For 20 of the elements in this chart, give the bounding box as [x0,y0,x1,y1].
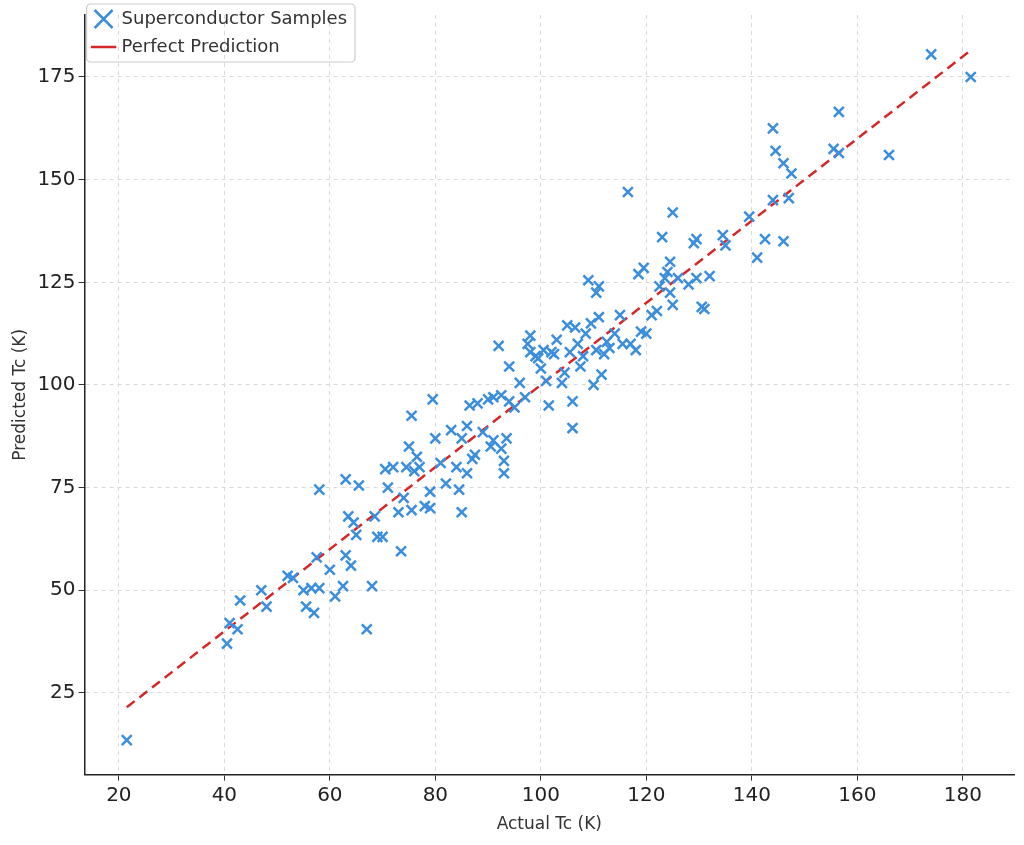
x-tick-label: 100 [521,781,560,806]
x-tick-label: 40 [211,781,238,806]
x-tick-label: 140 [732,781,771,806]
x-tick-label: 120 [627,781,666,806]
x-tick-label: 160 [838,781,877,806]
y-tick-label: 100 [37,371,76,396]
legend-label: Perfect Prediction [121,34,280,56]
y-tick-label: 175 [37,63,76,88]
y-tick-label: 50 [50,576,76,601]
y-tick-label: 25 [50,679,76,704]
y-tick-label: 125 [37,268,76,293]
y-tick-label: 75 [50,473,76,498]
x-axis-title: Actual Tc (K) [496,813,602,834]
y-axis-title: Predicted Tc (K) [8,328,29,461]
x-tick-label: 60 [317,781,343,806]
x-tick-label: 180 [943,781,982,806]
x-tick-label: 80 [422,781,449,806]
legend-label: Superconductor Samples [121,6,348,28]
y-tick-label: 150 [37,165,76,190]
x-tick-label: 20 [106,781,132,806]
